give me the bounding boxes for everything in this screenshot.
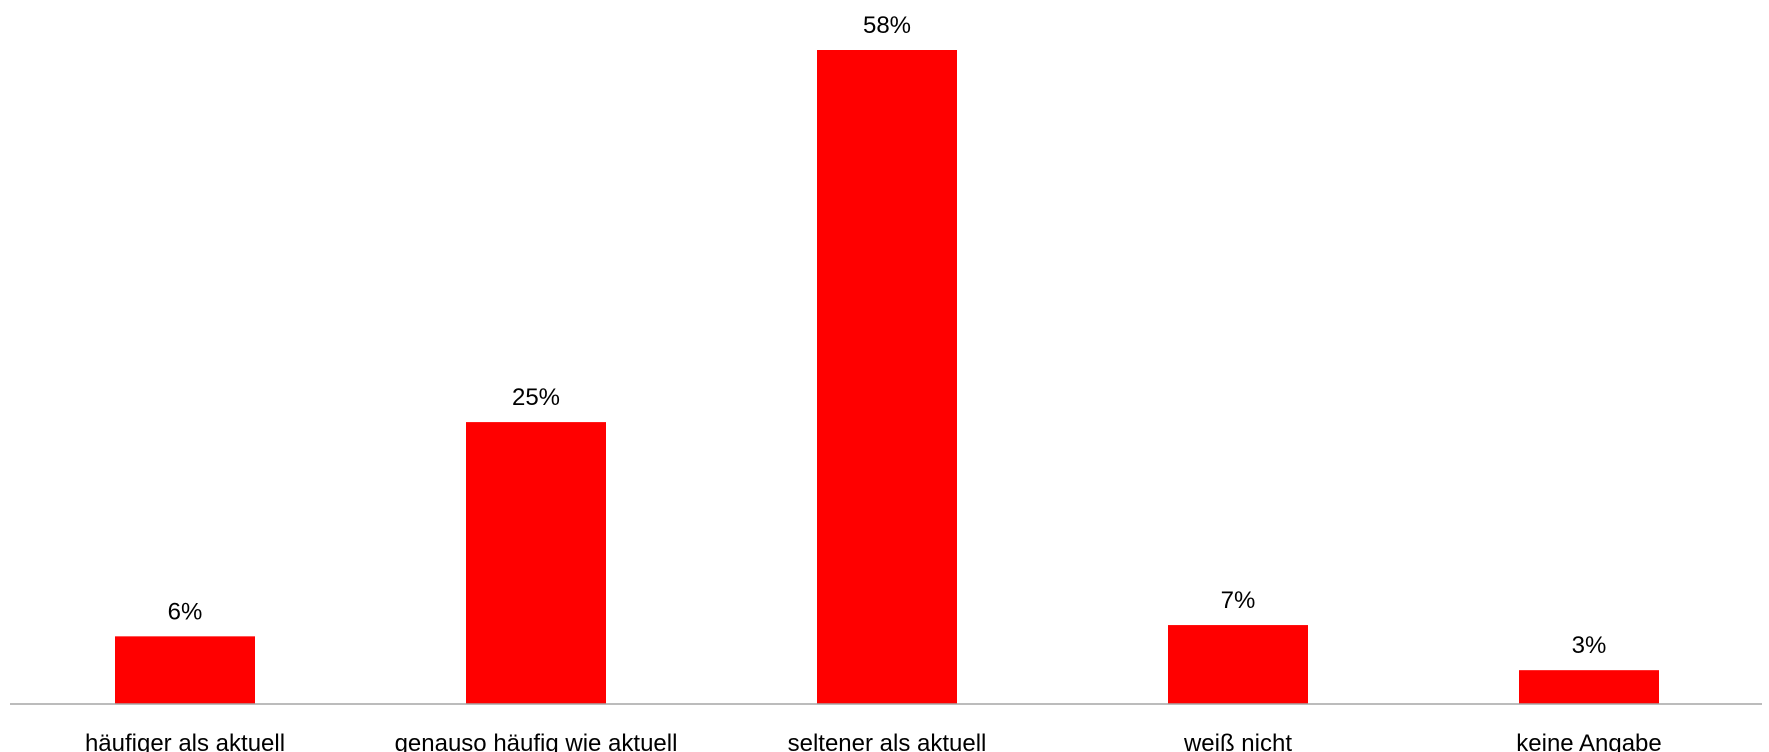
bar (1168, 625, 1308, 704)
data-label: 6% (168, 598, 203, 625)
bar (115, 636, 255, 704)
data-label: 3% (1572, 632, 1607, 659)
category-label: häufiger als aktuell (85, 730, 285, 752)
data-label: 58% (863, 12, 911, 39)
category-label: seltener als aktuell (788, 730, 987, 752)
data-label: 7% (1221, 587, 1256, 614)
category-labels-layer: häufiger als aktuell genauso häufig wie a… (85, 730, 1662, 752)
category-label: genauso häufig wie aktuell (395, 730, 678, 752)
bars-layer (115, 50, 1659, 704)
bar (466, 422, 606, 704)
bar (1519, 670, 1659, 704)
data-label: 25% (512, 384, 560, 411)
category-label: weiß nicht (1183, 730, 1292, 752)
bar (817, 50, 957, 704)
category-label: keine Angabe (1516, 730, 1661, 752)
data-labels-layer: 6% 25% 58% 7% 3% (168, 12, 1607, 659)
